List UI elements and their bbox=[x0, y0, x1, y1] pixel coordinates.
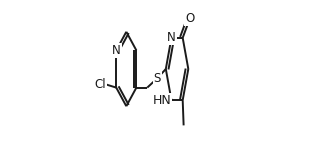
Text: O: O bbox=[185, 12, 194, 25]
Text: N: N bbox=[167, 31, 176, 44]
Text: N: N bbox=[112, 44, 121, 57]
Text: HN: HN bbox=[153, 94, 171, 107]
Text: Cl: Cl bbox=[95, 78, 107, 91]
Text: S: S bbox=[154, 72, 161, 85]
